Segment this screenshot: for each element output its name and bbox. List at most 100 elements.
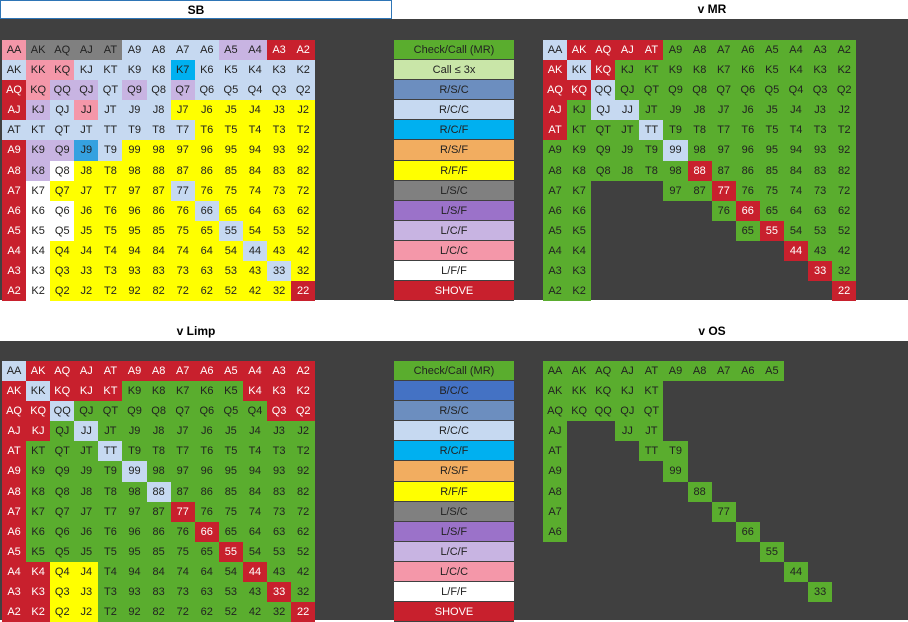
hand-cell[interactable]: 33 bbox=[808, 261, 833, 282]
hand-cell[interactable]: A9 bbox=[663, 361, 688, 382]
hand-cell[interactable]: K4 bbox=[26, 561, 51, 583]
hand-cell[interactable] bbox=[663, 421, 687, 441]
hand-cell[interactable]: J9 bbox=[615, 140, 640, 161]
hand-cell[interactable]: 53 bbox=[267, 220, 292, 241]
hand-cell[interactable]: AK bbox=[567, 40, 592, 61]
hand-cell[interactable]: T9 bbox=[122, 441, 147, 462]
hand-cell[interactable]: T6 bbox=[194, 120, 219, 141]
hand-cell[interactable]: A5 bbox=[2, 541, 27, 562]
hand-cell[interactable] bbox=[760, 602, 784, 622]
hand-cell[interactable]: KK bbox=[26, 381, 51, 402]
hand-cell[interactable] bbox=[688, 381, 712, 401]
hand-cell[interactable]: A2 bbox=[2, 602, 27, 622]
hand-cell[interactable] bbox=[639, 221, 663, 241]
hand-cell[interactable]: KJ bbox=[74, 381, 99, 402]
hand-cell[interactable]: 82 bbox=[832, 160, 857, 181]
hand-cell[interactable]: Q8 bbox=[146, 80, 171, 101]
hand-cell[interactable]: A8 bbox=[146, 361, 171, 382]
hand-cell[interactable]: A3 bbox=[267, 361, 292, 382]
hand-cell[interactable] bbox=[639, 281, 663, 301]
hand-cell[interactable]: K5 bbox=[218, 381, 243, 402]
hand-cell[interactable]: J4 bbox=[74, 240, 99, 262]
hand-cell[interactable] bbox=[639, 522, 663, 542]
hand-cell[interactable]: 94 bbox=[122, 561, 147, 583]
hand-cell[interactable]: AT bbox=[639, 40, 664, 61]
hand-cell[interactable] bbox=[688, 241, 712, 261]
hand-cell[interactable]: K3 bbox=[26, 261, 51, 282]
hand-cell[interactable]: 83 bbox=[146, 261, 171, 282]
hand-cell[interactable]: A7 bbox=[543, 180, 568, 201]
hand-cell[interactable]: 72 bbox=[291, 501, 316, 522]
hand-cell[interactable]: T3 bbox=[98, 582, 123, 603]
hand-cell[interactable]: 32 bbox=[267, 602, 292, 622]
hand-cell[interactable]: Q7 bbox=[50, 501, 75, 522]
hand-cell[interactable] bbox=[688, 542, 712, 562]
hand-cell[interactable] bbox=[591, 542, 615, 562]
hand-cell[interactable]: 75 bbox=[170, 541, 195, 562]
hand-cell[interactable]: T4 bbox=[242, 441, 268, 462]
hand-cell[interactable]: 53 bbox=[218, 582, 243, 603]
hand-cell[interactable]: AQ bbox=[591, 361, 616, 382]
hand-cell[interactable]: 98 bbox=[122, 481, 147, 502]
hand-cell[interactable]: A3 bbox=[2, 582, 27, 603]
hand-cell[interactable]: 95 bbox=[122, 220, 147, 241]
hand-cell[interactable]: AA bbox=[2, 40, 27, 61]
hand-cell[interactable]: KJ bbox=[615, 381, 640, 402]
hand-cell[interactable]: 43 bbox=[242, 582, 268, 603]
hand-cell[interactable] bbox=[784, 502, 808, 522]
hand-cell[interactable]: 77 bbox=[170, 501, 195, 522]
hand-cell[interactable]: 73 bbox=[267, 501, 292, 522]
hand-cell[interactable]: 75 bbox=[218, 180, 243, 201]
hand-cell[interactable]: K7 bbox=[26, 180, 51, 201]
hand-cell[interactable] bbox=[663, 602, 687, 622]
hand-cell[interactable]: AK bbox=[2, 381, 27, 402]
hand-cell[interactable]: K4 bbox=[242, 381, 268, 402]
hand-cell[interactable]: 97 bbox=[122, 501, 147, 522]
hand-cell[interactable]: A8 bbox=[2, 160, 27, 181]
hand-cell[interactable]: AT bbox=[2, 120, 27, 141]
hand-cell[interactable]: JT bbox=[98, 100, 123, 121]
hand-cell[interactable]: 76 bbox=[711, 200, 736, 221]
hand-cell[interactable]: 98 bbox=[663, 160, 688, 181]
hand-cell[interactable]: 33 bbox=[808, 582, 833, 603]
hand-cell[interactable]: T7 bbox=[98, 180, 123, 201]
hand-cell[interactable]: 62 bbox=[291, 521, 316, 542]
hand-cell[interactable] bbox=[784, 361, 808, 381]
hand-cell[interactable]: T4 bbox=[783, 120, 809, 141]
hand-cell[interactable] bbox=[760, 522, 784, 542]
hand-cell[interactable] bbox=[663, 542, 687, 562]
hand-cell[interactable]: 43 bbox=[267, 561, 292, 583]
hand-cell[interactable]: 65 bbox=[218, 521, 243, 542]
hand-cell[interactable]: T3 bbox=[808, 120, 833, 141]
hand-cell[interactable]: 64 bbox=[242, 521, 268, 542]
hand-cell[interactable] bbox=[591, 261, 615, 281]
hand-cell[interactable] bbox=[784, 421, 808, 441]
hand-cell[interactable]: A6 bbox=[2, 521, 27, 542]
hand-cell[interactable]: KT bbox=[567, 120, 592, 141]
hand-cell[interactable]: T2 bbox=[98, 281, 123, 302]
hand-cell[interactable]: JT bbox=[74, 120, 99, 141]
hand-cell[interactable]: K5 bbox=[26, 541, 51, 562]
hand-cell[interactable]: 85 bbox=[146, 541, 171, 562]
hand-cell[interactable]: 95 bbox=[218, 140, 243, 161]
hand-cell[interactable]: 87 bbox=[146, 180, 171, 201]
hand-cell[interactable]: Q2 bbox=[291, 401, 316, 422]
hand-cell[interactable]: TT bbox=[98, 120, 123, 141]
hand-cell[interactable]: 63 bbox=[194, 582, 219, 603]
hand-cell[interactable]: KJ bbox=[26, 421, 51, 442]
hand-cell[interactable]: 42 bbox=[291, 240, 316, 262]
hand-cell[interactable] bbox=[591, 602, 615, 622]
hand-cell[interactable] bbox=[567, 542, 591, 562]
hand-cell[interactable] bbox=[639, 461, 663, 481]
hand-cell[interactable]: A6 bbox=[2, 200, 27, 221]
hand-cell[interactable]: Q5 bbox=[759, 80, 784, 101]
hand-cell[interactable]: 97 bbox=[711, 140, 736, 161]
hand-cell[interactable]: T8 bbox=[98, 160, 123, 181]
hand-cell[interactable]: QJ bbox=[591, 100, 616, 121]
hand-cell[interactable] bbox=[688, 582, 712, 602]
hand-cell[interactable]: 72 bbox=[832, 180, 857, 201]
hand-cell[interactable] bbox=[688, 602, 712, 622]
hand-cell[interactable]: K2 bbox=[26, 602, 51, 622]
hand-cell[interactable]: AJ bbox=[2, 100, 27, 121]
hand-cell[interactable]: T9 bbox=[663, 120, 688, 141]
